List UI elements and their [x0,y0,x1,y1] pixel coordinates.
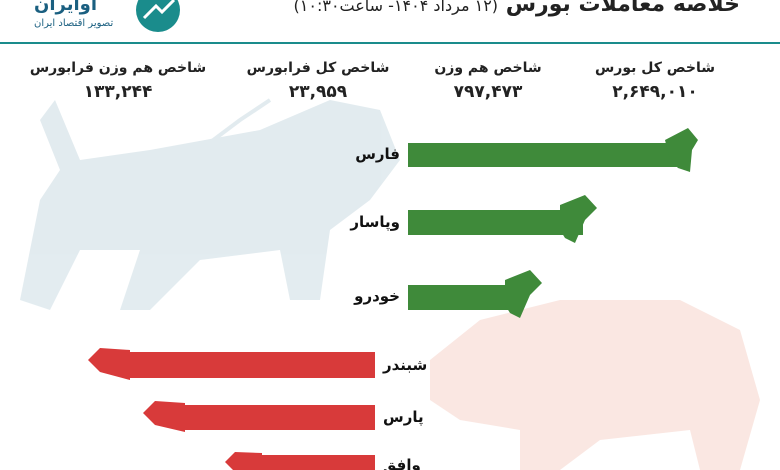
index-value: ۲,۶۴۹,۰۱۰ [612,82,698,102]
bear-head [88,348,130,380]
logo-tagline: تصویر اقتصاد ایران [34,18,114,29]
bull-silhouette [20,100,400,310]
loser-bar [125,352,375,378]
index-item: شاخص هم وزن ۷۹۷,۴۷۳ [388,60,588,102]
bear-silhouette [430,300,760,470]
index-label: شاخص کل فرابورس [246,60,390,76]
bull-head [665,128,698,172]
index-value: ۱۳۳,۲۴۴ [83,82,153,102]
trend-line [118,98,272,202]
index-label: شاخص هم وزن [434,60,542,76]
gainer-bar [408,143,678,167]
gainer-bar [408,210,583,235]
logo-icon [136,0,180,32]
gainer-name: خودرو [354,287,400,305]
gainer-bars [408,128,698,318]
loser-name: وافق [383,456,421,470]
loser-bar [258,455,375,470]
header-rule [0,42,780,44]
index-item: شاخص کل بورس ۲,۶۴۹,۰۱۰ [555,60,755,102]
index-value: ۲۳,۹۵۹ [288,82,348,102]
gainer-bar [408,285,523,310]
gainer-name: وپاسار [350,213,400,231]
index-item: شاخص هم وزن فرابورس ۱۳۳,۲۴۴ [18,60,218,102]
bull-head [560,195,597,243]
loser-name: شبندر [383,356,428,374]
index-item: شاخص کل فرابورس ۲۳,۹۵۹ [218,60,418,102]
loser-name: پارس [383,408,424,426]
title: خلاصه معاملات بورس (۱۲ مرداد ۱۴۰۴- ساعت۱… [293,0,740,17]
bear-head [143,401,185,432]
index-label: شاخص هم وزن فرابورس [29,60,207,76]
index-value: ۷۹۷,۴۷۳ [453,82,523,102]
gainer-name: فارس [355,145,400,163]
logo-name: آوایران [34,0,98,15]
bear-head [225,452,262,470]
bull-head [505,270,542,318]
loser-bars [88,348,375,470]
index-label: شاخص کل بورس [594,60,715,76]
loser-bar [180,405,375,430]
